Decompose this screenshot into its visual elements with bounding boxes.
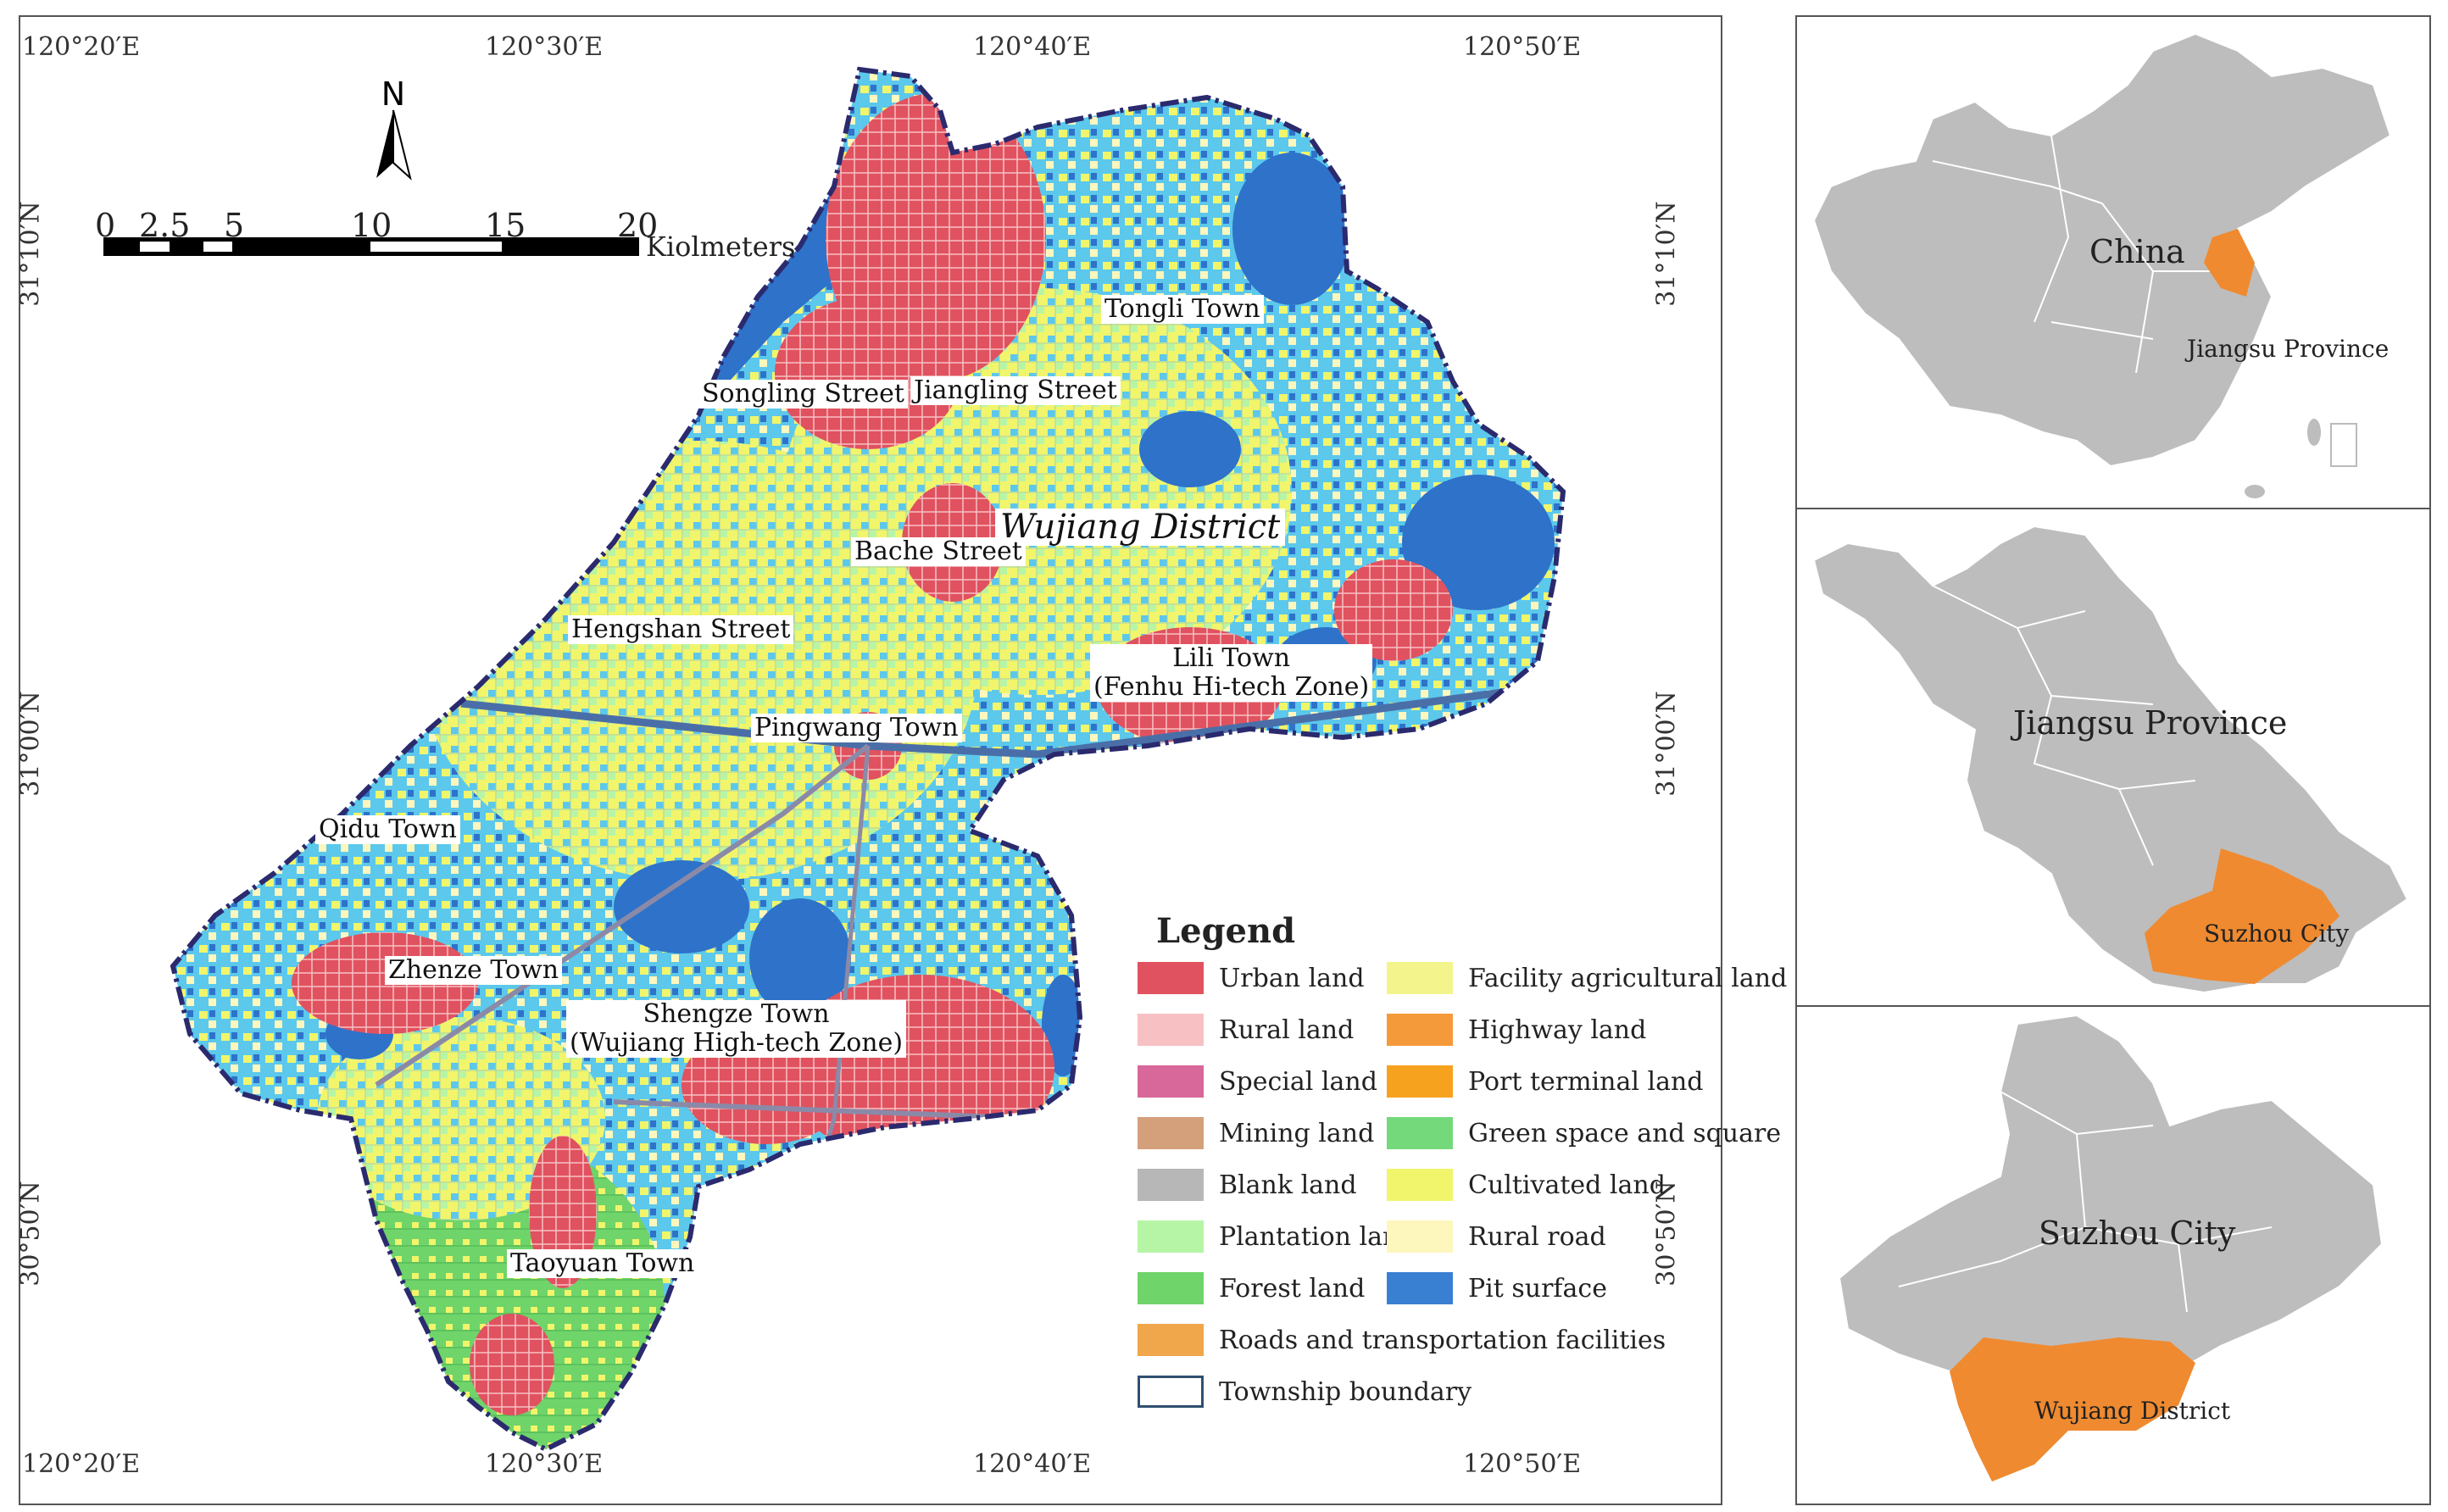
legend-item: Plantation land [1138, 1220, 1416, 1254]
label-pingwang-town: Pingwang Town [751, 714, 962, 742]
scale-tick-5: 5 [224, 207, 245, 244]
label-taoyuan-town: Taoyuan Town [507, 1249, 698, 1278]
label-wujiang-district: Wujiang District [995, 509, 1286, 546]
legend-item: Facility agricultural land [1387, 961, 1787, 995]
legend-swatch [1387, 1272, 1453, 1304]
label-hengshan-street: Hengshan Street [568, 615, 794, 644]
legend-item: Rural land [1138, 1013, 1354, 1047]
inset-suzhou-panel: Suzhou City Wujiang District [1795, 1005, 2431, 1505]
north-arrow-label: N [381, 75, 405, 113]
legend-swatch [1138, 1376, 1204, 1408]
legend-item: Pit surface [1387, 1271, 1607, 1305]
legend-swatch [1387, 1065, 1453, 1098]
coord-top-2: 120°30′E [485, 32, 604, 62]
coord-bottom-4: 120°50′E [1463, 1449, 1582, 1479]
legend-swatch [1138, 1014, 1204, 1046]
legend-swatch [1138, 1272, 1204, 1304]
coord-bottom-3: 120°40′E [973, 1449, 1092, 1479]
legend-item: Port terminal land [1387, 1065, 1704, 1098]
legend-swatch [1138, 1220, 1204, 1253]
legend-swatch [1387, 1117, 1453, 1149]
scale-tick-20: 20 [617, 207, 659, 244]
jiangsu-outline-map [1812, 525, 2409, 994]
scale-unit: Kiolmeters [646, 231, 796, 263]
legend-swatch [1387, 1220, 1453, 1253]
legend-item: Forest land [1138, 1271, 1365, 1305]
jiangsu-highlight [2204, 229, 2255, 297]
label-zhenze-town: Zhenze Town [385, 956, 563, 985]
label-wujiang-district-inset: Wujiang District [2034, 1397, 2231, 1425]
legend-item: Cultivated land [1387, 1168, 1666, 1202]
main-map-panel: N 0 2.5 5 10 15 20 Kiolmeters 120°20′E 1… [15, 15, 1787, 1505]
legend-item: Rural road [1387, 1220, 1606, 1254]
scale-tick-15: 15 [485, 207, 526, 244]
label-songling-street: Songling Street [698, 380, 908, 409]
legend-item: Mining land [1138, 1116, 1374, 1150]
inset-jiangsu-panel: Jiangsu Province Suzhou City [1795, 508, 2431, 1007]
coord-left-1: 31°10′N [15, 201, 46, 307]
scale-tick-0: 0 [95, 207, 116, 244]
scale-tick-2-5: 2.5 [139, 207, 191, 244]
label-jiangling-street: Jiangling Street [910, 376, 1121, 405]
china-outline-map [1812, 32, 2392, 498]
coord-bottom-1: 120°20′E [22, 1449, 141, 1479]
coord-right-1: 31°10′N [1651, 201, 1682, 307]
legend-item: Highway land [1387, 1013, 1646, 1047]
legend-swatch [1138, 1117, 1204, 1149]
label-lili-town: Lili Town (Fenhu Hi-tech Zone) [1090, 644, 1373, 702]
wujiang-highlight [1950, 1337, 2195, 1481]
legend-swatch [1138, 962, 1204, 994]
suzhou-highlight [2145, 848, 2340, 984]
scale-tick-10: 10 [351, 207, 392, 244]
legend-swatch [1387, 1169, 1453, 1201]
label-bache-street: Bache Street [851, 537, 1026, 566]
label-jiangsu-province: Jiangsu Province [2013, 704, 2288, 742]
legend-item: Urban land [1138, 961, 1365, 995]
label-tongli-town: Tongli Town [1101, 295, 1264, 324]
coord-bottom-2: 120°30′E [485, 1449, 604, 1479]
legend-swatch [1387, 1014, 1453, 1046]
legend-swatch [1138, 1169, 1204, 1201]
coord-right-2: 31°00′N [1651, 691, 1682, 797]
legend-swatch [1387, 962, 1453, 994]
coord-left-3: 30°50′N [15, 1181, 46, 1287]
legend-item: Township boundary [1138, 1375, 1472, 1409]
legend-item: Green space and square [1387, 1116, 1781, 1150]
coord-top-4: 120°50′E [1463, 32, 1582, 62]
legend-swatch [1138, 1065, 1204, 1098]
coord-top-3: 120°40′E [973, 32, 1092, 62]
label-china: China [2089, 233, 2185, 270]
label-qidu-town: Qidu Town [315, 815, 460, 844]
north-arrow-icon [376, 109, 412, 181]
legend-swatch [1138, 1324, 1204, 1356]
legend-title: Legend [1156, 911, 1296, 951]
legend-item: Roads and transportation facilities [1138, 1323, 1666, 1357]
coord-left-2: 31°00′N [15, 691, 46, 797]
inset-china-panel: China Jiangsu Province [1795, 15, 2431, 509]
label-suzhou-city-inset2: Suzhou City [2204, 920, 2350, 948]
coord-top-1: 120°20′E [22, 32, 141, 62]
suzhou-outline-map [1838, 1014, 2384, 1481]
scale-bar [103, 237, 639, 256]
label-shengze-town: Shengze Town (Wujiang High-tech Zone) [566, 1000, 907, 1058]
label-jiangsu-province-inset1: Jiangsu Province [2187, 335, 2390, 363]
label-suzhou-city: Suzhou City [2039, 1215, 2236, 1252]
legend-item: Special land [1138, 1065, 1377, 1098]
legend-item: Blank land [1138, 1168, 1357, 1202]
